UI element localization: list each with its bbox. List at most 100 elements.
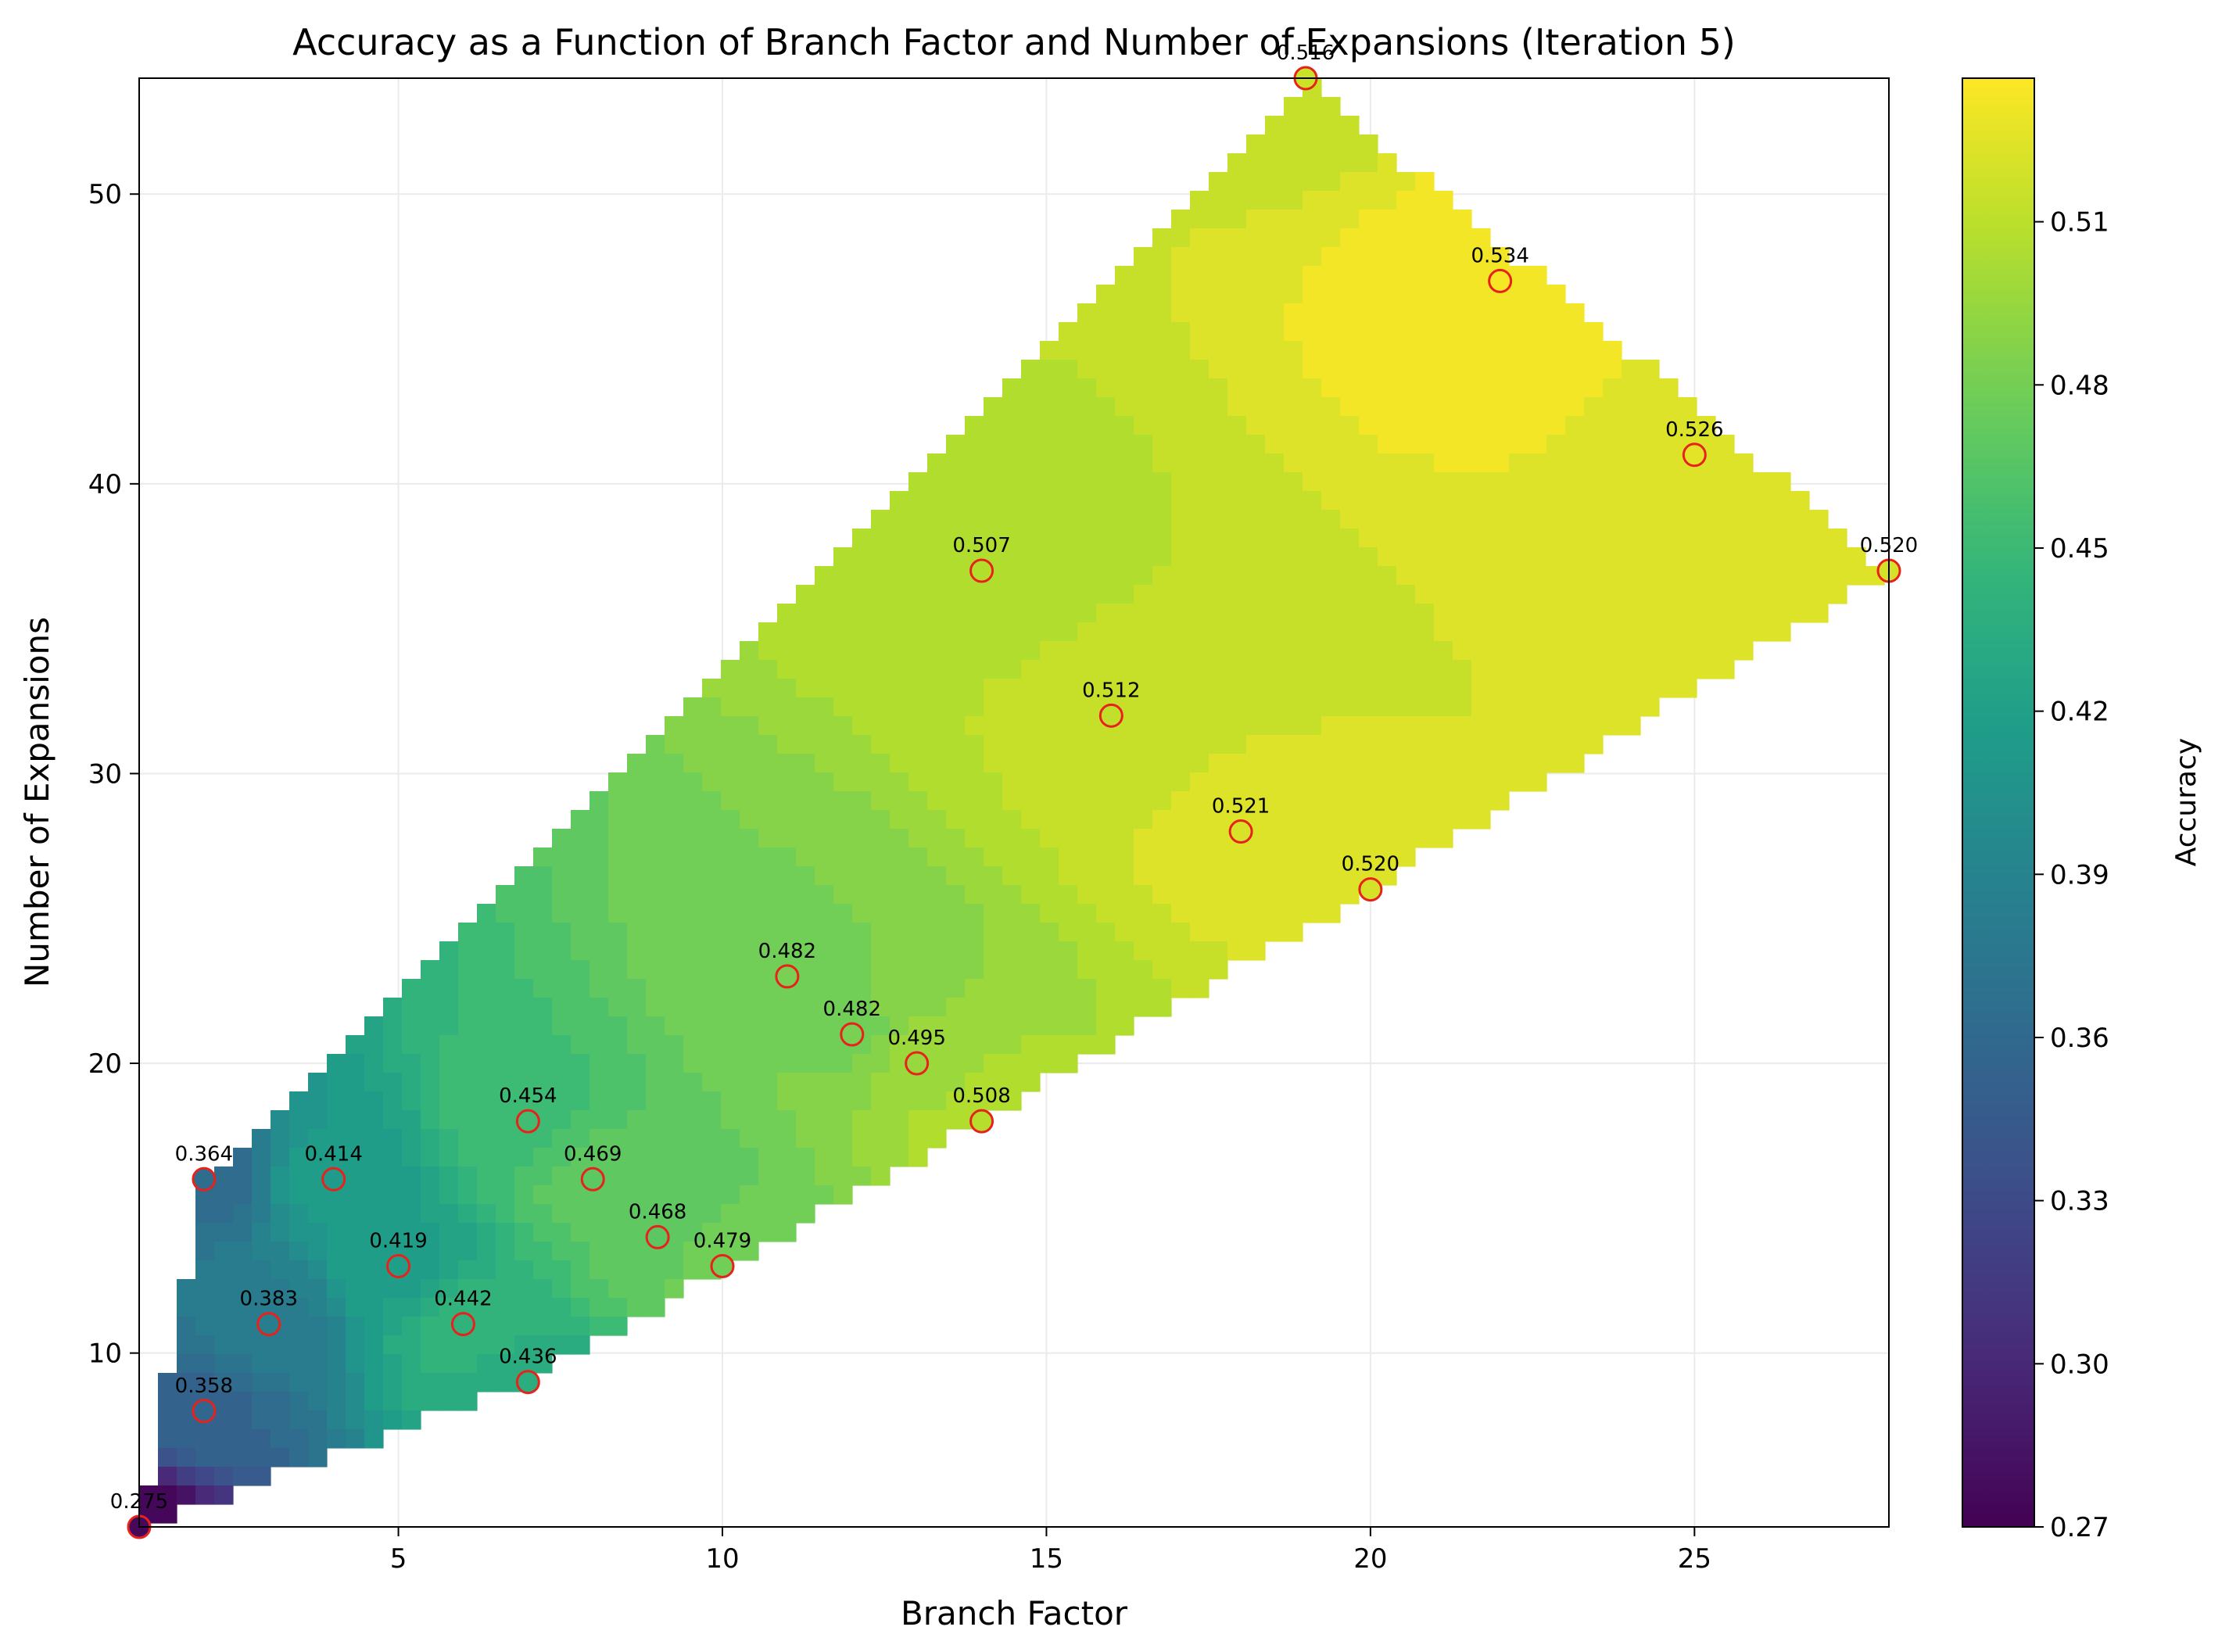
contour-cell <box>1528 622 1547 642</box>
contour-cell <box>683 716 703 736</box>
contour-cell <box>646 1129 665 1149</box>
contour-cell <box>402 1279 421 1299</box>
contour-cell <box>1284 716 1303 736</box>
contour-cell <box>195 1467 215 1486</box>
contour-cell <box>252 1373 271 1392</box>
contour-cell <box>1021 622 1041 642</box>
contour-cell <box>1378 810 1397 830</box>
contour-cell <box>758 1148 778 1167</box>
contour-fill <box>139 78 1885 1524</box>
contour-cell <box>139 1485 159 1505</box>
contour-cell <box>946 1035 966 1055</box>
contour-cell <box>327 1298 346 1317</box>
contour-cell <box>552 998 572 1017</box>
contour-cell <box>1434 754 1453 773</box>
contour-cell <box>1546 566 1566 586</box>
contour-cell <box>1096 285 1116 304</box>
contour-cell <box>871 735 891 754</box>
contour-cell <box>289 1335 309 1355</box>
contour-cell <box>533 904 553 923</box>
contour-cell <box>1152 622 1172 642</box>
contour-cell <box>608 1073 628 1092</box>
contour-cell <box>1246 247 1266 267</box>
contour-cell <box>308 1410 328 1430</box>
contour-cell <box>289 1354 309 1374</box>
contour-cell <box>1434 660 1453 679</box>
contour-cell <box>1152 679 1172 698</box>
contour-cell <box>796 1091 815 1111</box>
contour-cell <box>1284 210 1303 229</box>
contour-cell <box>1021 378 1041 398</box>
contour-cell <box>1040 566 1059 586</box>
contour-cell <box>1134 585 1153 604</box>
contour-cell <box>1021 998 1041 1017</box>
contour-cell <box>308 1392 328 1411</box>
contour-cell <box>1246 754 1266 773</box>
contour-cell <box>665 772 684 792</box>
contour-cell <box>233 1185 253 1205</box>
data-point-marker <box>580 1166 605 1192</box>
contour-cell <box>1359 754 1378 773</box>
contour-cell <box>1209 228 1228 248</box>
contour-cell <box>777 829 797 848</box>
contour-cell <box>833 547 853 567</box>
contour-cell <box>608 1091 628 1111</box>
contour-cell <box>721 1073 740 1092</box>
contour-cell <box>1453 585 1472 604</box>
contour-cell <box>1209 453 1228 473</box>
contour-cell <box>758 679 778 698</box>
contour-cell <box>946 547 966 567</box>
contour-cell <box>965 529 984 548</box>
contour-cell <box>1040 716 1059 736</box>
contour-cell <box>608 1223 628 1242</box>
contour-cell <box>1059 1016 1078 1036</box>
contour-cell <box>1209 191 1228 210</box>
contour-cell <box>1190 960 1209 980</box>
contour-cell <box>552 1317 572 1336</box>
contour-cell <box>1246 641 1266 661</box>
contour-cell <box>815 810 834 830</box>
contour-cell <box>908 904 928 923</box>
contour-cell <box>1209 341 1228 360</box>
contour-cell <box>590 848 609 867</box>
contour-cell <box>1265 848 1285 867</box>
data-point-label: 0.516 <box>1277 41 1335 65</box>
contour-cell <box>1340 453 1360 473</box>
contour-cell <box>1640 378 1660 398</box>
contour-cell <box>1265 923 1285 942</box>
contour-cell <box>946 866 966 886</box>
contour-cell <box>1378 210 1397 229</box>
contour-cell <box>477 1166 496 1186</box>
contour-cell <box>1171 266 1191 285</box>
contour-cell <box>1659 585 1679 604</box>
contour-cell <box>439 1054 459 1073</box>
contour-cell <box>1096 435 1116 454</box>
contour-cell <box>1040 547 1059 567</box>
contour-cell <box>1209 360 1228 379</box>
contour-cell <box>1059 866 1078 886</box>
contour-cell <box>1603 491 1622 511</box>
contour-cell <box>1640 679 1660 698</box>
contour-cell <box>1209 529 1228 548</box>
y-tick-label: 50 <box>88 179 122 210</box>
contour-cell <box>1134 641 1153 661</box>
contour-cell <box>1828 547 1847 567</box>
contour-cell <box>1002 1091 1022 1111</box>
contour-cell <box>1434 791 1453 811</box>
contour-cell <box>346 1242 365 1261</box>
contour-cell <box>1265 885 1285 905</box>
x-axis-ticks: 5 10 15 20 25 <box>390 1527 1711 1575</box>
contour-cell <box>1584 435 1604 454</box>
contour-cell <box>646 1298 665 1317</box>
contour-cell <box>496 885 515 905</box>
contour-cell <box>1096 848 1116 867</box>
contour-cell <box>552 848 572 867</box>
contour-cell <box>1734 566 1754 586</box>
contour-cell <box>1490 735 1510 754</box>
contour-cell <box>1340 585 1360 604</box>
contour-cell <box>1396 341 1416 360</box>
contour-cell <box>533 941 553 961</box>
contour-cell <box>1190 247 1209 267</box>
contour-cell <box>477 1185 496 1205</box>
contour-cell <box>195 1279 215 1299</box>
